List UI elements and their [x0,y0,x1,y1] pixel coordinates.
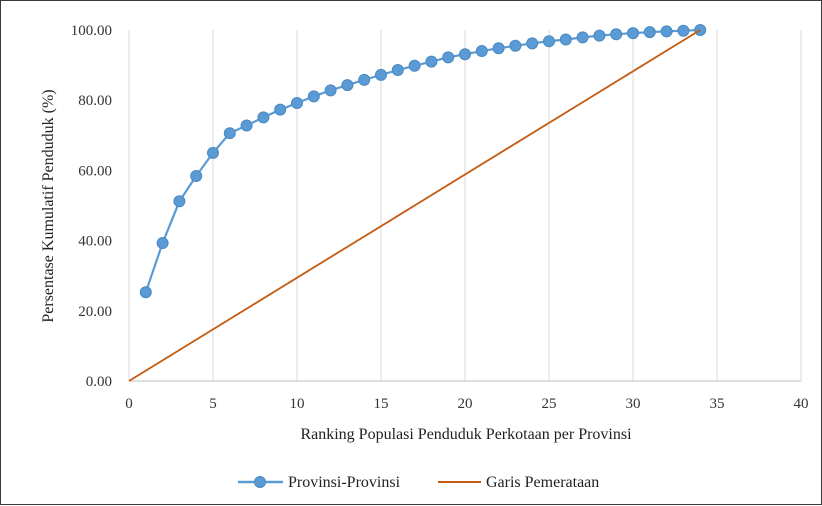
data-point-23 [509,39,522,52]
x-tick-label-40: 40 [794,396,809,412]
data-point-21 [475,45,488,58]
data-point-7 [240,119,253,132]
data-point-30 [627,27,639,40]
data-point-29 [610,28,623,41]
legend: Provinsi-Provinsi Garis Pemerataan [238,474,599,491]
data-point-2 [156,237,169,250]
data-point-1 [139,286,152,299]
data-point-19 [442,51,455,64]
x-tick-label-20: 20 [458,396,473,412]
data-point-27 [576,31,589,44]
data-point-28 [593,29,606,42]
series-line-1 [128,29,701,382]
x-tick-label-0: 0 [125,396,133,412]
axes [128,30,801,382]
data-point-6 [223,127,236,140]
legend-item-garis[interactable]: Garis Pemerataan [438,474,599,491]
y-tick-label-100.00: 100.00 [71,23,112,39]
data-point-3 [173,195,186,208]
data-point-33 [677,24,690,37]
data-point-24 [526,37,539,50]
x-tick-label-5: 5 [209,396,217,412]
data-point-11 [307,90,320,103]
data-point-17 [408,59,421,72]
y-tick-label-0.00: 0.00 [86,374,112,390]
data-point-15 [375,68,387,81]
y-tick-label-20.00: 20.00 [78,304,112,320]
y-tick-label-40.00: 40.00 [78,234,112,250]
series-line-0 [144,28,701,293]
data-point-10 [291,97,303,110]
data-point-32 [660,25,673,38]
data-point-9 [274,103,287,116]
legend-marker-provinsi [254,476,266,488]
data-point-26 [559,33,572,46]
grid-lines [212,30,802,381]
data-point-4 [190,170,203,183]
legend-label-garis: Garis Pemerataan [486,474,599,491]
data-point-16 [391,64,404,77]
data-point-14 [358,73,371,86]
x-tick-label-15: 15 [374,396,389,412]
y-tick-label-60.00: 60.00 [78,163,112,179]
y-axis-title: Persentase Kumulatif Penduduk (%) [40,89,57,322]
data-point-22 [492,42,505,55]
data-point-18 [425,55,438,68]
data-point-8 [257,111,270,124]
data-point-13 [341,79,354,92]
x-tick-labels: 0 5 10 15 20 25 30 35 40 [125,396,808,412]
data-point-12 [324,84,337,97]
series-group [128,24,707,382]
data-point-20 [459,48,471,61]
legend-label-provinsi: Provinsi-Provinsi [288,474,401,491]
y-tick-labels: 0.00 20.00 40.00 60.00 80.00 100.00 [71,23,112,390]
legend-item-provinsi[interactable]: Provinsi-Provinsi [238,474,401,491]
data-point-31 [643,26,656,39]
x-tick-label-10: 10 [290,396,305,412]
x-tick-label-25: 25 [542,396,557,412]
x-tick-label-35: 35 [710,396,725,412]
x-tick-label-30: 30 [626,396,641,412]
y-tick-label-80.00: 80.00 [78,93,112,109]
data-point-25 [543,35,555,48]
data-point-5 [207,146,219,159]
x-axis-title: Ranking Populasi Penduduk Perkotaan per … [300,426,632,443]
